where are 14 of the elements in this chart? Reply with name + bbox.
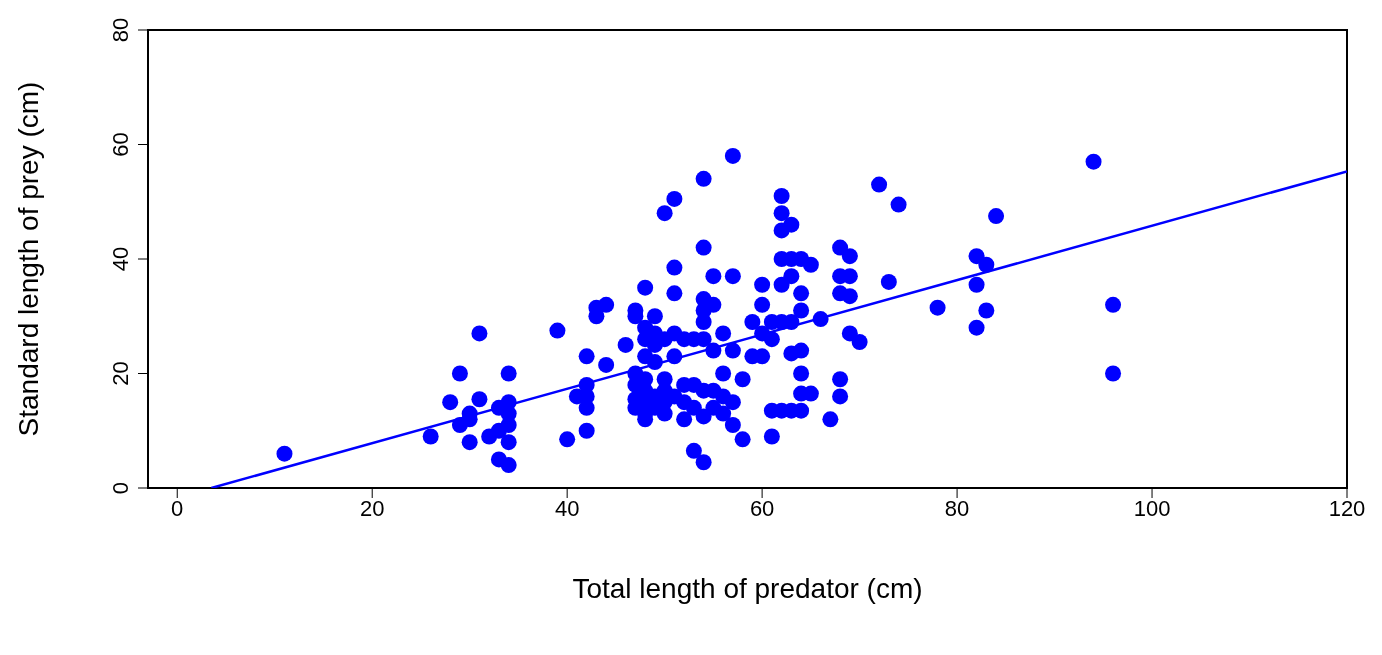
y-tick-label: 20 (108, 361, 133, 386)
x-tick-label: 80 (944, 495, 970, 521)
x-axis-title: Total length of predator (cm) (572, 573, 923, 604)
y-tick-label: 40 (108, 246, 133, 272)
x-tick-label: 40 (554, 495, 580, 521)
x-tick-label: 100 (1133, 495, 1171, 521)
x-tick-label: 60 (749, 495, 775, 521)
y-axis-title: Standard length of prey (cm) (12, 81, 44, 437)
x-tick-label: 20 (359, 495, 385, 521)
y-tick-label: 80 (108, 17, 133, 43)
x-tick-label: 120 (1328, 495, 1366, 521)
y-tick-label: 0 (108, 481, 133, 495)
y-tick-label: 60 (108, 132, 133, 157)
x-tick-label: 0 (171, 495, 184, 521)
